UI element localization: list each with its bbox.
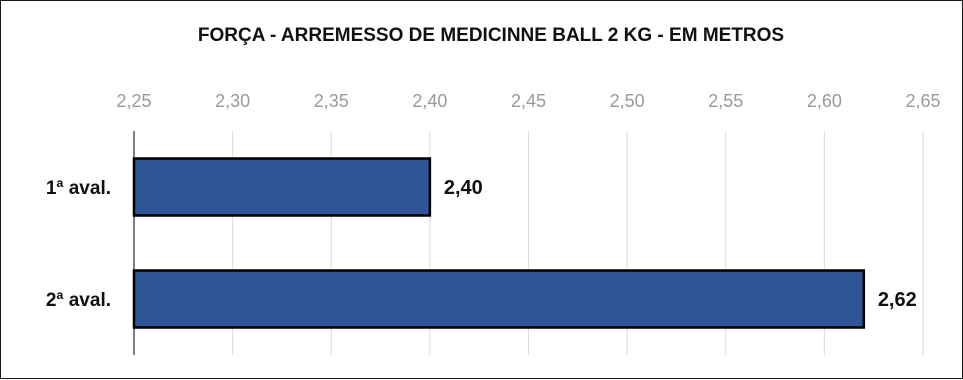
x-tick-label: 2,55 — [708, 91, 743, 111]
x-tick-label: 2,25 — [116, 91, 151, 111]
chart-title: FORÇA - ARREMESSO DE MEDICINNE BALL 2 KG… — [198, 25, 784, 46]
x-tick-label: 2,35 — [314, 91, 349, 111]
category-label: 2ª aval. — [46, 290, 111, 311]
x-tick-label: 2,45 — [511, 91, 546, 111]
bar — [132, 269, 866, 329]
data-labels: 2,40 2,62 — [444, 177, 917, 311]
bar — [132, 157, 432, 217]
x-tick-label: 2,65 — [905, 91, 940, 111]
data-label: 2,62 — [878, 289, 917, 311]
x-tick-label: 2,30 — [215, 91, 250, 111]
category-label: 1ª aval. — [46, 178, 111, 199]
x-axis-ticks: 2,25 2,30 2,35 2,40 2,45 2,50 2,55 2,60 2,65 — [116, 91, 940, 111]
bars — [132, 157, 866, 329]
x-tick-label: 2,60 — [807, 91, 842, 111]
category-labels: 1ª aval. 2ª aval. — [46, 178, 111, 311]
x-tick-label: 2,40 — [412, 91, 447, 111]
data-label: 2,40 — [444, 177, 483, 199]
x-tick-label: 2,50 — [610, 91, 645, 111]
